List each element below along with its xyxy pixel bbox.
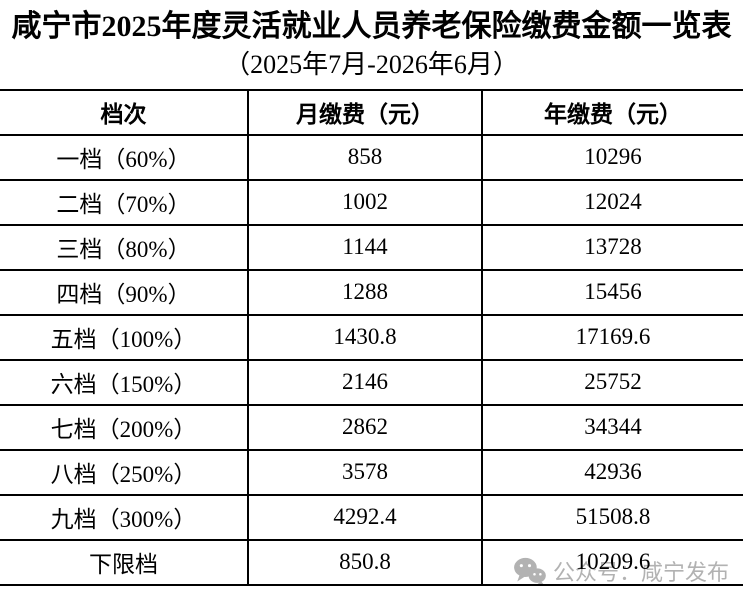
monthly-cell: 2862 xyxy=(247,403,482,451)
tier-cell: 六档（150%） xyxy=(0,358,248,406)
monthly-cell: 1430.8 xyxy=(247,313,482,361)
table-row: 九档（300%） 4292.4 51508.8 xyxy=(0,493,743,541)
tier-cell: 四档（90%） xyxy=(0,268,248,316)
tier-cell: 五档（100%） xyxy=(0,313,248,361)
table-row: 四档（90%） 1288 15456 xyxy=(0,268,743,316)
table-row: 三档（80%） 1144 13728 xyxy=(0,223,743,271)
column-header-monthly: 月缴费（元） xyxy=(247,88,482,136)
monthly-cell: 1288 xyxy=(247,268,482,316)
monthly-cell: 3578 xyxy=(247,448,482,496)
table-row: 二档（70%） 1002 12024 xyxy=(0,178,743,226)
monthly-cell: 2146 xyxy=(247,358,482,406)
column-header-tier: 档次 xyxy=(0,88,248,136)
yearly-cell: 10296 xyxy=(481,133,743,181)
column-header-yearly: 年缴费（元） xyxy=(481,88,743,136)
tier-cell: 一档（60%） xyxy=(0,133,248,181)
yearly-cell: 42936 xyxy=(481,448,743,496)
tier-cell: 三档（80%） xyxy=(0,223,248,271)
monthly-cell: 1002 xyxy=(247,178,482,226)
tier-cell: 下限档 xyxy=(0,538,248,586)
tier-cell: 八档（250%） xyxy=(0,448,248,496)
table-row: 下限档 850.8 10209.6 xyxy=(0,538,743,586)
table-row: 五档（100%） 1430.8 17169.6 xyxy=(0,313,743,361)
payment-table-container: 档次 月缴费（元） 年缴费（元） 一档（60%） 858 10296 二档（70… xyxy=(0,88,743,586)
yearly-cell: 10209.6 xyxy=(481,538,743,586)
yearly-cell: 15456 xyxy=(481,268,743,316)
tier-cell: 七档（200%） xyxy=(0,403,248,451)
monthly-cell: 858 xyxy=(247,133,482,181)
yearly-cell: 51508.8 xyxy=(481,493,743,541)
table-row: 八档（250%） 3578 42936 xyxy=(0,448,743,496)
monthly-cell: 1144 xyxy=(247,223,482,271)
table-row: 六档（150%） 2146 25752 xyxy=(0,358,743,406)
payment-table: 档次 月缴费（元） 年缴费（元） 一档（60%） 858 10296 二档（70… xyxy=(0,88,743,586)
yearly-cell: 13728 xyxy=(481,223,743,271)
yearly-cell: 25752 xyxy=(481,358,743,406)
table-row: 一档（60%） 858 10296 xyxy=(0,133,743,181)
header-row: 档次 月缴费（元） 年缴费（元） xyxy=(0,88,743,136)
monthly-cell: 4292.4 xyxy=(247,493,482,541)
yearly-cell: 17169.6 xyxy=(481,313,743,361)
page-title: 咸宁市2025年度灵活就业人员养老保险缴费金额一览表 xyxy=(11,10,732,43)
table-row: 七档（200%） 2862 34344 xyxy=(0,403,743,451)
yearly-cell: 34344 xyxy=(481,403,743,451)
tier-cell: 二档（70%） xyxy=(0,178,248,226)
yearly-cell: 12024 xyxy=(481,178,743,226)
monthly-cell: 850.8 xyxy=(247,538,482,586)
tier-cell: 九档（300%） xyxy=(0,493,248,541)
page-subtitle: （2025年7月-2026年6月） xyxy=(224,49,519,79)
